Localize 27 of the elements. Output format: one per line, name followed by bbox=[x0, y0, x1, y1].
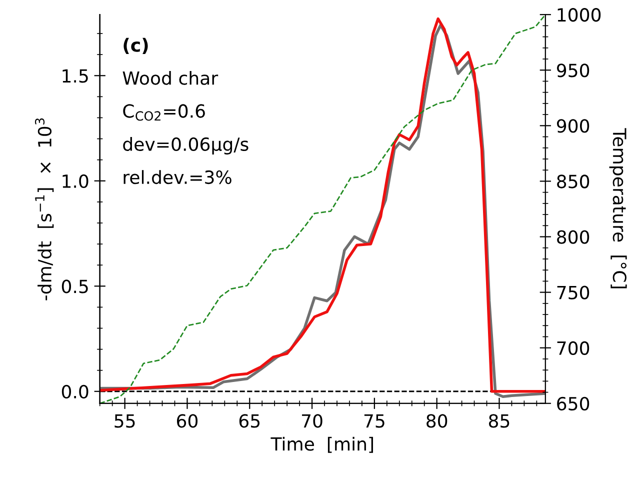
x-tick-label: 70 bbox=[302, 414, 322, 428]
y2-tick-label: 900 bbox=[556, 119, 590, 133]
y2-tick-label: 650 bbox=[557, 396, 590, 410]
y2-axis-title: Temperature [°C] bbox=[609, 128, 627, 288]
x-tick-label: 75 bbox=[364, 414, 384, 428]
y2-tick-label: 1000 bbox=[558, 8, 601, 22]
y-tick-label: 0.5 bbox=[62, 280, 88, 294]
x-tick-label: 80 bbox=[426, 414, 448, 428]
y2-tick-label: 950 bbox=[556, 64, 590, 78]
y-tick-label: 1.5 bbox=[62, 69, 88, 83]
y2-tick-label: 850 bbox=[557, 174, 590, 188]
x-tick-label: 85 bbox=[488, 414, 510, 428]
x-tick-label: 60 bbox=[176, 414, 198, 428]
y2-tick-label: 700 bbox=[557, 341, 590, 355]
y2-tick-label: 800 bbox=[557, 230, 590, 244]
y2-tick-label: 750 bbox=[557, 286, 590, 300]
annotation: Wood char bbox=[122, 70, 218, 85]
x-tick-label: 55 bbox=[114, 414, 135, 428]
annotation: dev=0.06μg/s bbox=[123, 137, 248, 155]
annotation: (c) bbox=[124, 38, 148, 54]
x-axis-title: Time [min] bbox=[270, 436, 373, 453]
annotation: C$_{CO2}$=0.6 bbox=[123, 104, 205, 121]
x-tick-label: 65 bbox=[239, 414, 260, 428]
y-tick-label: 1.0 bbox=[62, 174, 88, 188]
annotation: rel.dev.=3% bbox=[124, 170, 232, 184]
y-tick-label: 0.0 bbox=[62, 384, 88, 398]
y-axis-title: -dm/dt [s$^{−1}$] × 10$^{3}$ bbox=[34, 118, 54, 300]
